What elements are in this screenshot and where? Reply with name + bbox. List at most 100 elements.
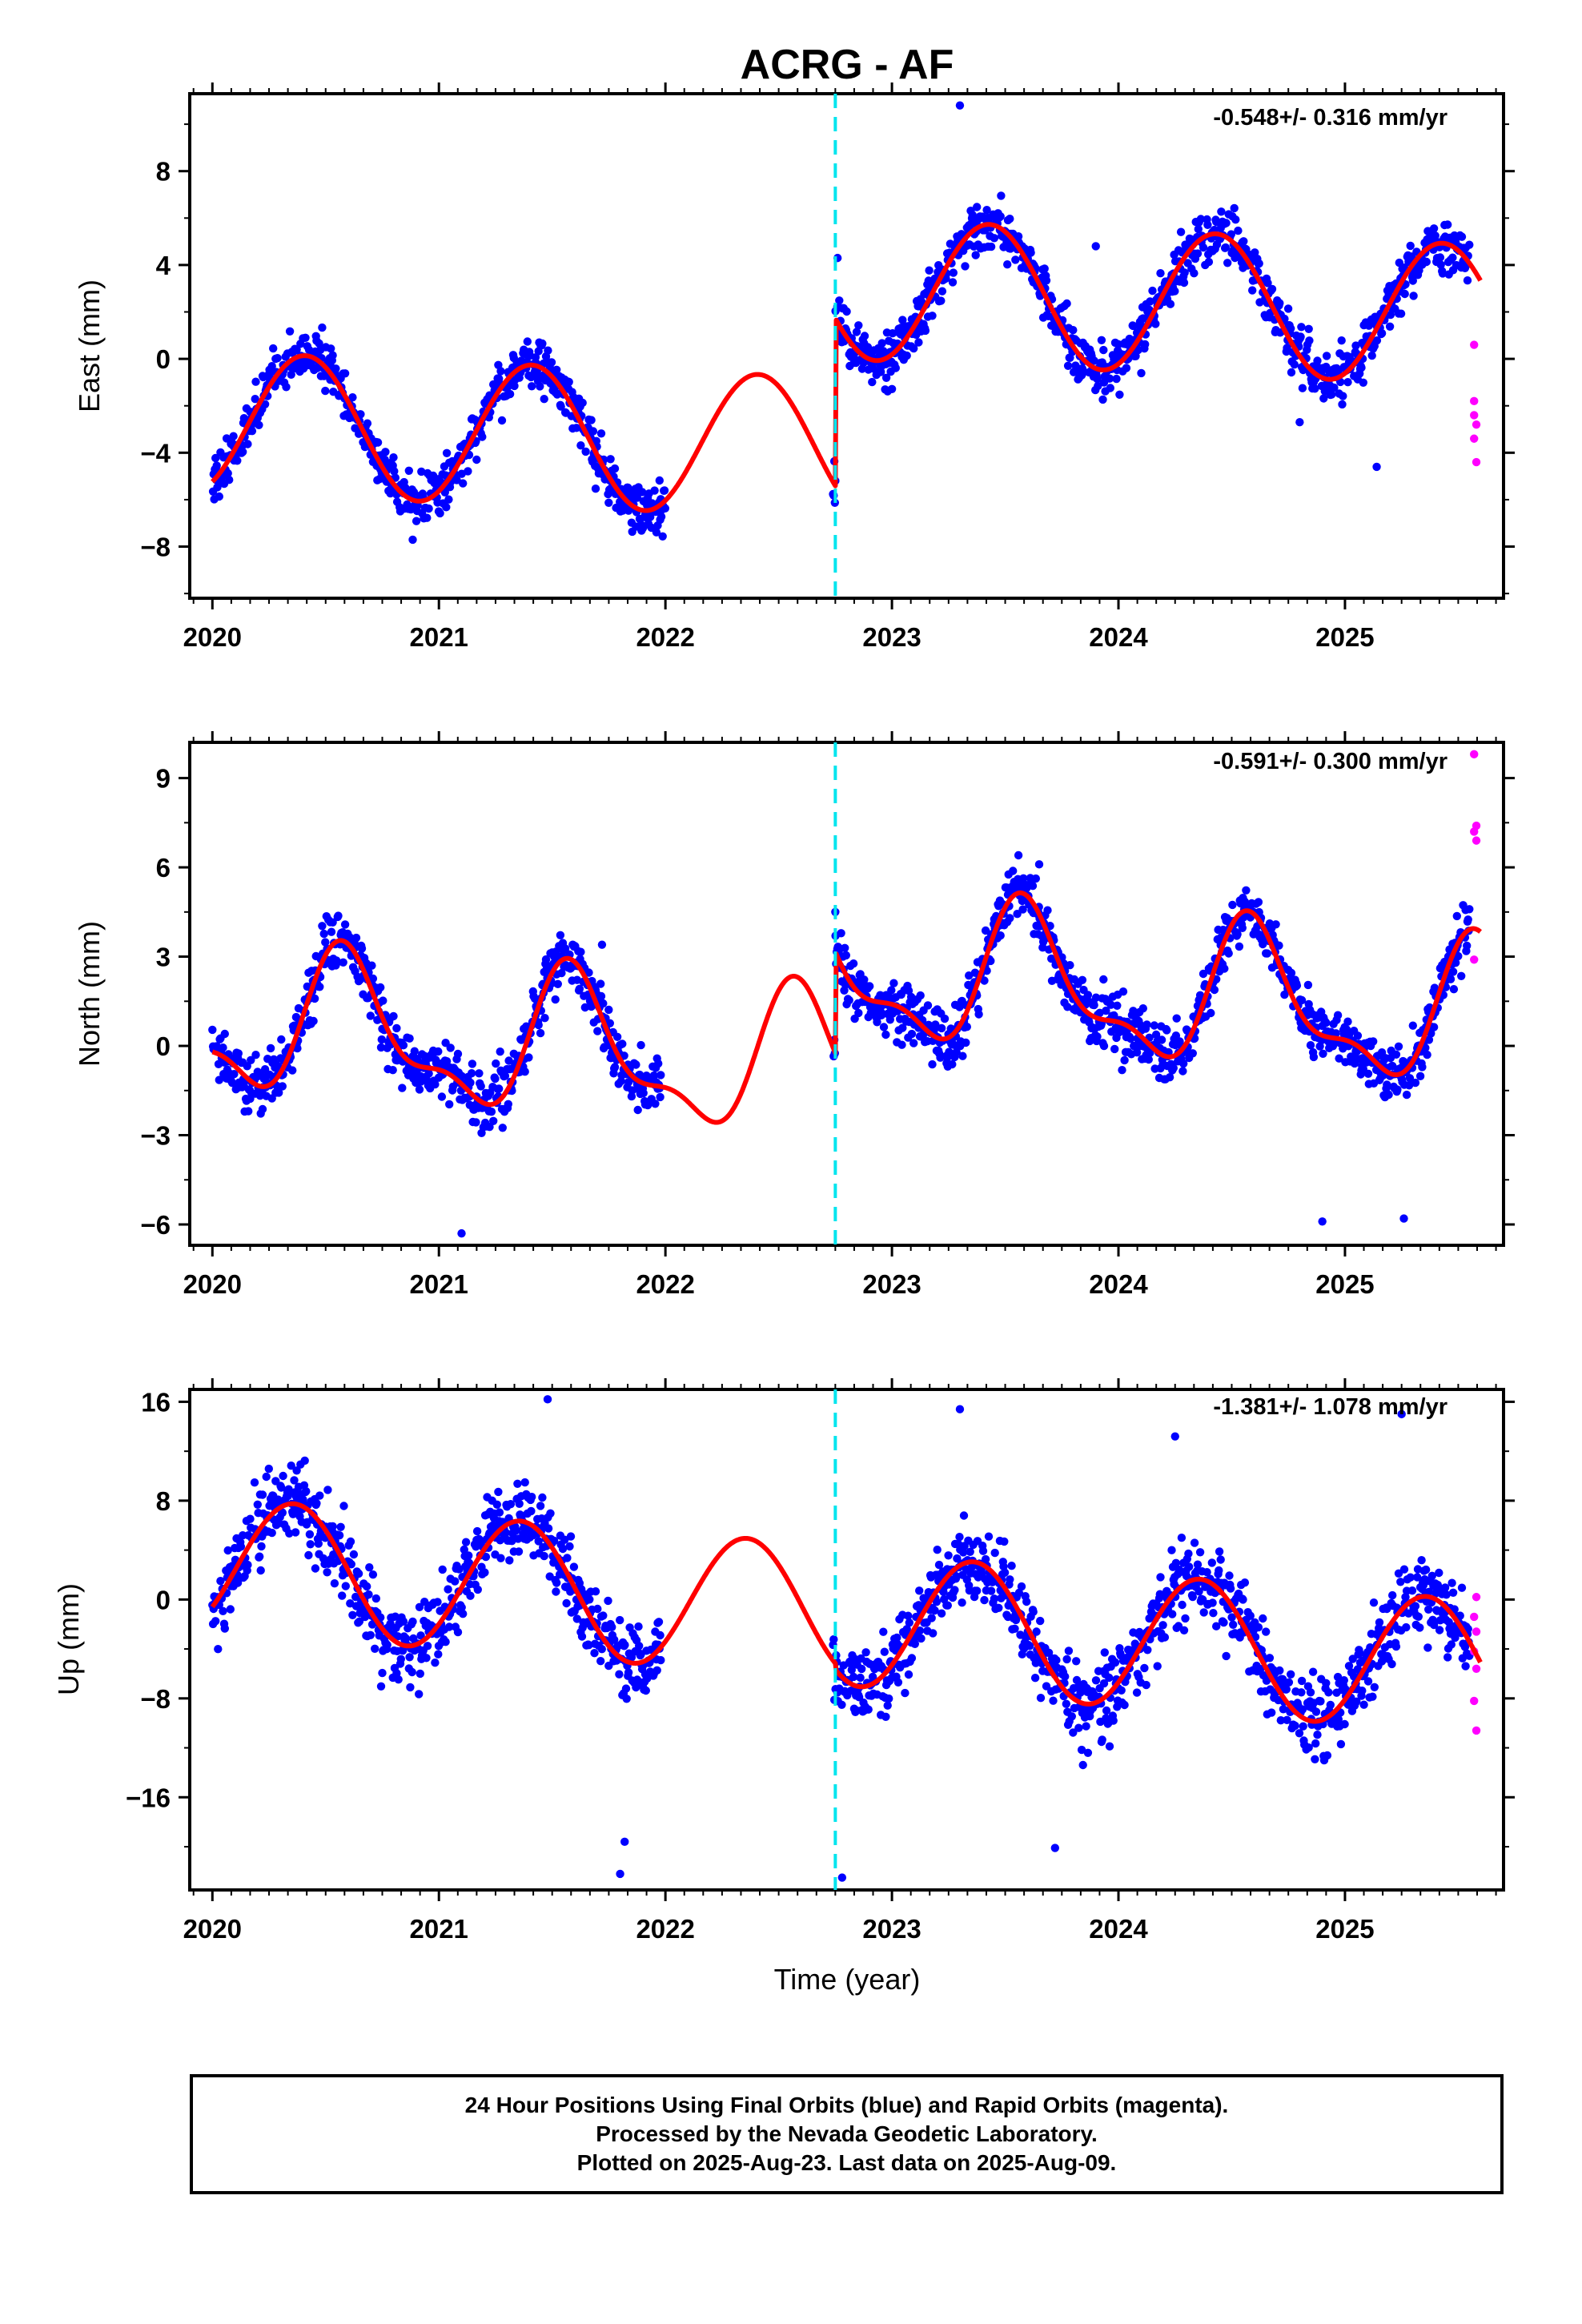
north-final-orbit-point: [251, 1051, 260, 1059]
north-final-orbit-point: [1424, 1035, 1434, 1044]
north-final-orbit-point: [534, 1020, 543, 1030]
east-final-orbit-point: [282, 383, 291, 392]
up-final-orbit-point: [457, 1603, 466, 1612]
east-final-orbit-point: [496, 367, 505, 376]
up-final-orbit-point: [1246, 1611, 1255, 1620]
east-final-orbit-point: [1106, 384, 1115, 392]
east-final-orbit-point: [1170, 287, 1179, 296]
up-final-orbit-point: [901, 1688, 909, 1698]
east-final-orbit-point: [1287, 368, 1296, 377]
north-final-orbit-point: [1318, 1217, 1327, 1226]
up-final-orbit-point: [1326, 1700, 1335, 1710]
up-final-orbit-point: [566, 1532, 576, 1541]
north-final-orbit-point: [243, 1062, 251, 1071]
north-final-orbit-point: [468, 1059, 477, 1068]
up-final-orbit-point: [292, 1466, 301, 1475]
east-final-orbit-point: [340, 369, 350, 378]
north-final-orbit-point: [1306, 1041, 1315, 1050]
up-final-orbit-point: [1036, 1694, 1046, 1703]
east-final-orbit-point: [606, 455, 615, 464]
up-final-orbit-point: [220, 1624, 229, 1633]
east-final-orbit-point: [423, 513, 432, 522]
north-final-orbit-point: [1391, 1050, 1401, 1059]
up-final-orbit-point: [1110, 1658, 1120, 1667]
up-final-orbit-point: [958, 1598, 966, 1607]
east-final-orbit-point: [273, 354, 282, 363]
north-final-orbit-point: [656, 1071, 665, 1080]
up-final-orbit-point: [347, 1560, 355, 1569]
east-final-orbit-point: [1343, 378, 1352, 387]
up-final-orbit-point: [226, 1605, 235, 1614]
up-final-orbit-point: [1267, 1708, 1276, 1717]
up-final-orbit-point: [1366, 1643, 1375, 1652]
north-final-orbit-point: [1415, 1072, 1425, 1081]
north-final-orbit-point: [339, 958, 347, 967]
up-final-orbit-point: [1304, 1743, 1313, 1752]
up-final-orbit-point: [604, 1596, 612, 1606]
up-final-orbit-point: [1072, 1657, 1081, 1666]
north-final-orbit-point: [445, 1100, 454, 1109]
north-y-tick-label: 9: [156, 764, 171, 794]
north-final-orbit-point: [632, 1060, 640, 1069]
north-final-orbit-point: [599, 999, 608, 1008]
up-final-orbit-point: [323, 1486, 332, 1494]
north-final-orbit-point: [434, 1047, 443, 1056]
north-final-orbit-point: [907, 1029, 917, 1039]
up-final-orbit-point: [423, 1642, 432, 1651]
up-final-orbit-point: [355, 1617, 364, 1626]
north-final-orbit-point: [618, 1039, 627, 1048]
up-final-orbit-point: [538, 1493, 547, 1502]
up-final-orbit-point: [950, 1586, 959, 1594]
east-final-orbit-point: [1443, 220, 1452, 229]
east-final-orbit-point: [412, 517, 421, 525]
east-final-orbit-point: [1179, 278, 1189, 287]
north-final-orbit-point: [1144, 1055, 1154, 1064]
north-final-orbit-point: [524, 1053, 533, 1062]
north-final-orbit-point: [1454, 951, 1463, 961]
east-final-orbit-point: [495, 374, 504, 384]
north-final-orbit-point: [310, 994, 319, 1003]
up-final-orbit-point: [1423, 1643, 1432, 1652]
east-x-tick-label: 2022: [636, 622, 694, 652]
up-final-orbit-point: [314, 1539, 323, 1548]
east-final-orbit-point: [538, 339, 547, 348]
up-final-orbit-point: [562, 1598, 571, 1608]
east-final-orbit-point: [646, 513, 655, 521]
north-final-orbit-point: [457, 1228, 466, 1238]
east-final-orbit-point: [1231, 215, 1240, 224]
up-final-orbit-point: [371, 1594, 380, 1603]
up-final-orbit-point: [1010, 1624, 1019, 1634]
up-final-orbit-point: [1000, 1537, 1009, 1546]
up-final-orbit-point: [485, 1529, 494, 1538]
up-final-orbit-point: [1167, 1546, 1176, 1554]
north-final-orbit-point: [340, 920, 350, 929]
north-final-orbit-point: [1464, 915, 1472, 924]
north-final-orbit-point: [1179, 1059, 1188, 1068]
north-final-orbit-point: [1034, 860, 1044, 869]
up-final-orbit-point: [1000, 1568, 1010, 1577]
up-final-orbit-point: [367, 1620, 377, 1629]
up-final-orbit-point: [1098, 1735, 1106, 1744]
north-axis-label: North (mm): [73, 921, 106, 1067]
up-final-orbit-point: [223, 1546, 232, 1555]
up-final-orbit-point: [1322, 1679, 1331, 1687]
up-final-orbit-point: [1427, 1571, 1437, 1581]
east-final-orbit-point: [444, 495, 453, 504]
up-final-orbit-point: [1406, 1573, 1415, 1582]
north-final-orbit-point: [556, 931, 565, 940]
up-final-orbit-point: [558, 1544, 568, 1554]
east-final-orbit-point: [1134, 345, 1142, 355]
east-final-orbit-point: [233, 456, 242, 465]
north-rapid-orbit-point: [1470, 827, 1479, 836]
east-final-orbit-point: [564, 377, 573, 387]
up-final-orbit-point: [1102, 1706, 1111, 1715]
up-final-orbit-point: [943, 1601, 953, 1610]
up-final-orbit-point: [1348, 1655, 1357, 1663]
north-final-orbit-point: [230, 1070, 239, 1079]
north-final-orbit-point: [215, 1076, 223, 1084]
north-y-tick-label: 3: [156, 943, 171, 972]
east-final-orbit-point: [1357, 363, 1366, 372]
north-final-orbit-point: [1095, 1008, 1104, 1018]
up-final-orbit-point: [323, 1568, 331, 1577]
up-final-orbit-point: [1239, 1595, 1247, 1604]
